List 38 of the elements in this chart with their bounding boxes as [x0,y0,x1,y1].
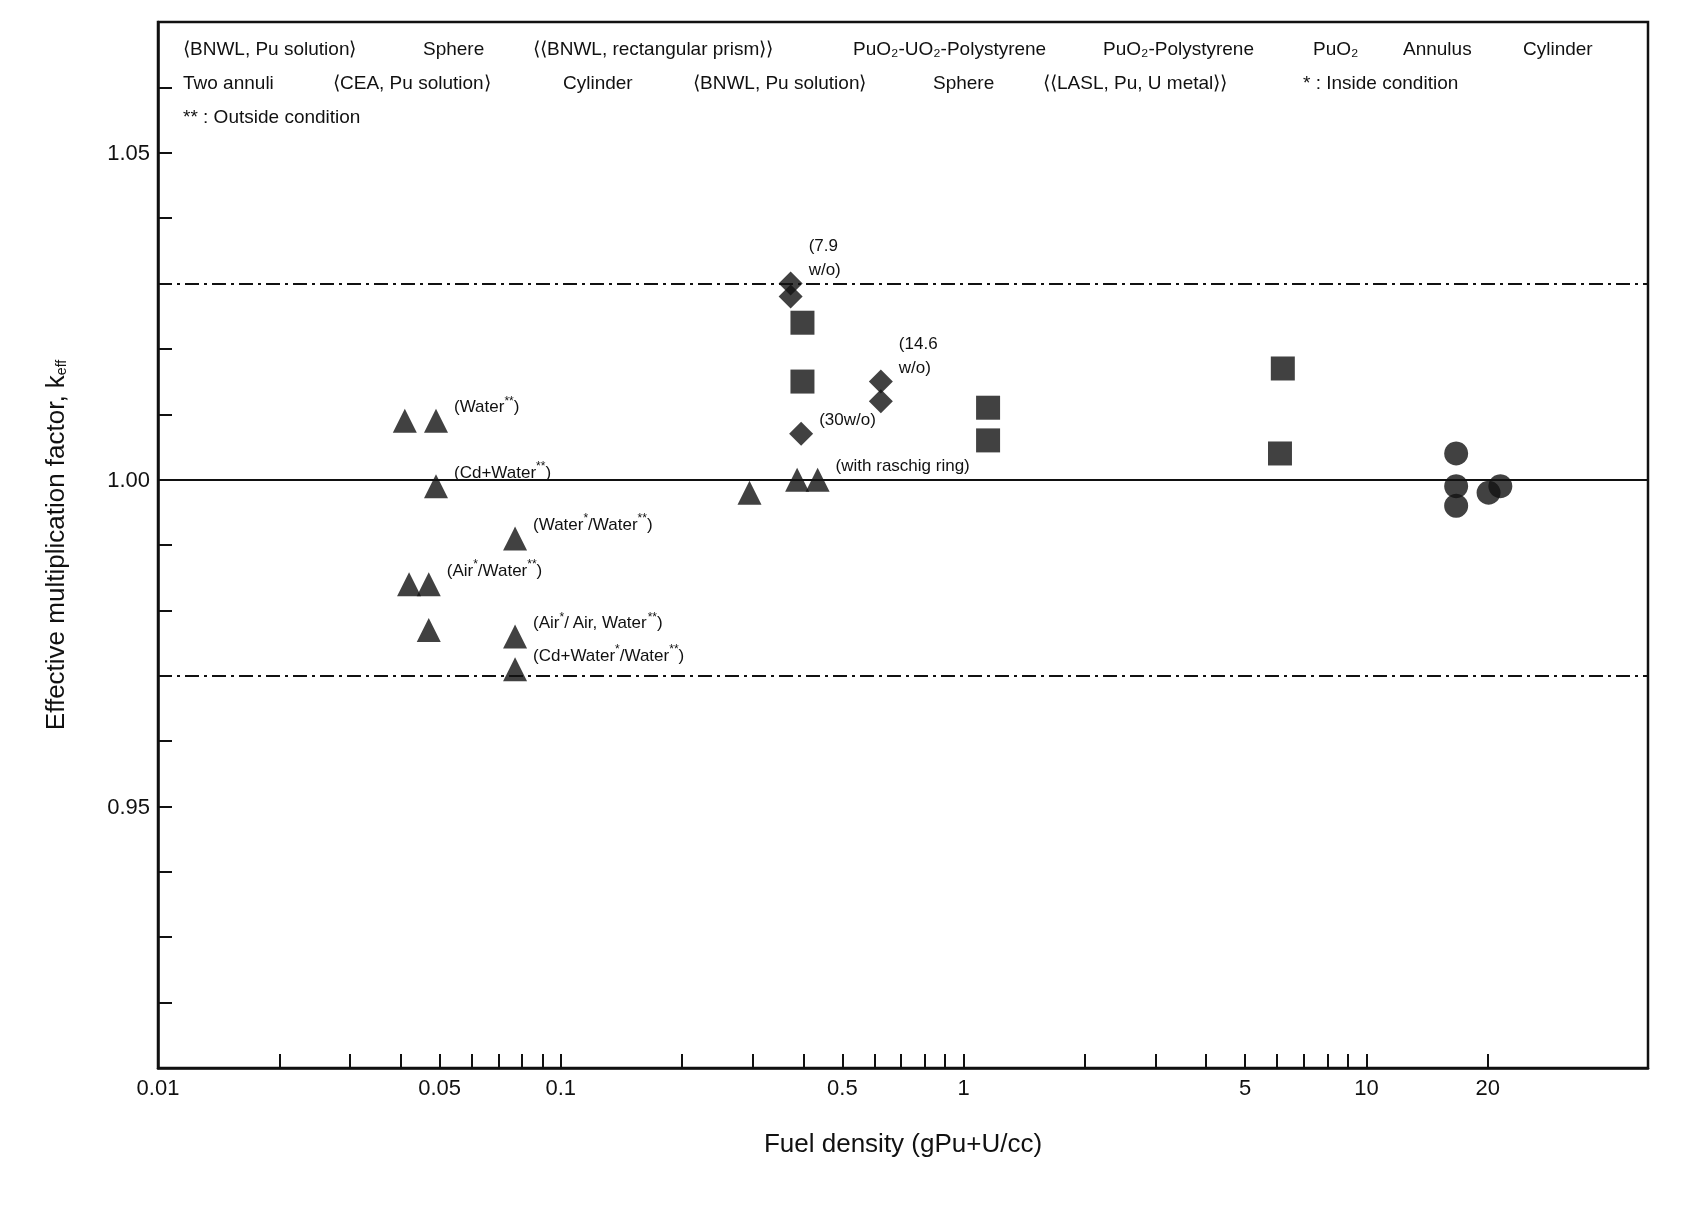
annotation: (Air*/Water**) [446,557,543,580]
annotation: ** : Outside condition [183,105,361,127]
annotation: Annulus [1403,37,1472,59]
annotation: (Cd+Water*/Water**) [533,642,685,665]
annotation: (7.9 w/o) [807,236,841,279]
annotation: (with raschig ring) [835,456,970,476]
y-axis-title: Effective multiplication factor, keff [40,359,70,731]
annotation: PuO₂-Polystyrene [1103,37,1254,59]
x-tick-label: 0.5 [827,1074,858,1100]
annotation: ⟨BNWL, Pu solution⟩ [693,71,867,93]
y-tick-label: 0.95 [107,794,150,819]
x-tick-label: 0.1 [545,1074,577,1100]
x-tick-label: 10 [1354,1074,1379,1100]
annotation: (Air*/ Air, Water**) [533,609,663,633]
annotation: * : Inside condition [1303,71,1459,93]
x-tick-label: 0.05 [418,1074,461,1100]
annotation: (14.6 w/o) [897,334,938,378]
x-tick-label: 5 [1239,1074,1252,1100]
x-tick-label: 0.01 [136,1074,180,1100]
annotation: (30w/o) [819,410,876,430]
annotation: (Water*/Water**) [533,511,653,534]
annotation: PuO₂ [1313,37,1359,59]
x-tick-label: 20 [1475,1074,1500,1100]
annotation: Two annuli [183,71,274,93]
annotation: ⟨CEA, Pu solution⟩ [333,71,491,93]
annotation: Sphere [933,71,995,93]
y-tick-label: 1.00 [107,467,150,493]
annotation: ⟨⟨BNWL, rectangular prism⟩⟩ [533,37,774,59]
x-axis-title: Fuel density (gPu+U/cc) [763,1128,1043,1158]
annotation: Cylinder [1523,37,1594,59]
annotation: ⟨⟨LASL, Pu, U metal⟩⟩ [1043,71,1228,93]
annotation: ⟨BNWL, Pu solution⟩ [183,37,357,59]
y-tick-label: 1.05 [107,140,150,166]
annotation: (Water**) [454,393,520,417]
annotation: Sphere [423,37,485,59]
annotation: Cylinder [563,71,634,93]
annotation: PuO₂-UO₂-Polystyrene [853,37,1047,59]
x-tick-label: 1 [957,1074,970,1100]
